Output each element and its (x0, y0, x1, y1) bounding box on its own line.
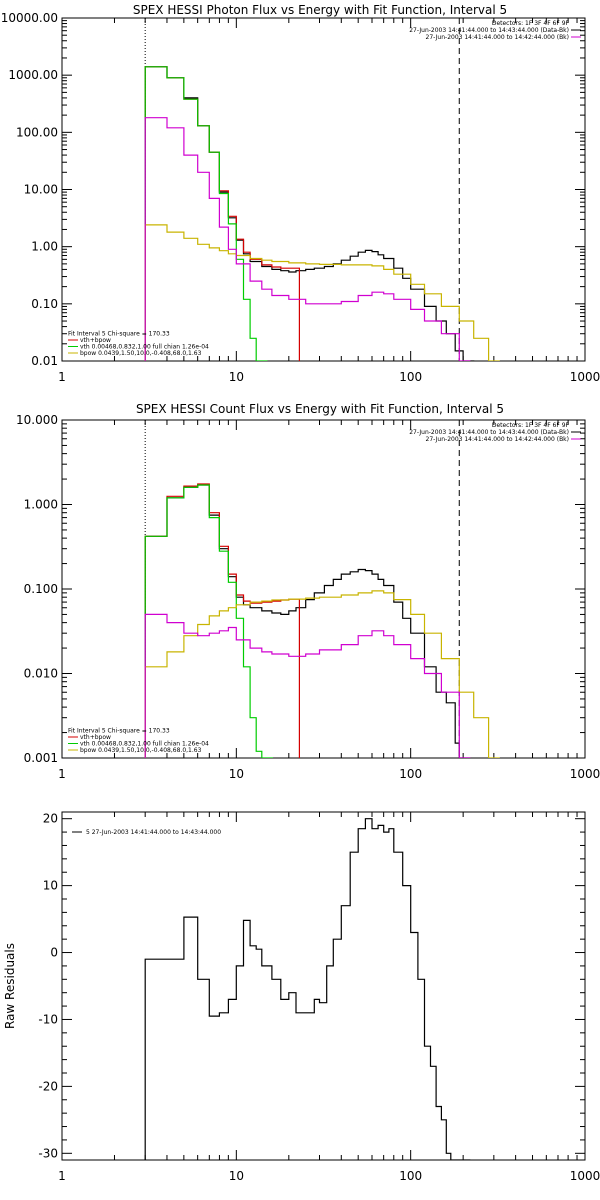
residuals-y-tick-label: 0 (50, 946, 58, 960)
count-y-tick-label: 1.000 (24, 498, 58, 512)
photon-y-tick-label: 0.01 (31, 354, 58, 368)
residuals-y-axis-label: Raw Residuals (3, 943, 17, 1029)
count-series-group (144, 483, 500, 758)
photon-flux-panel: SPEX HESSI Photon Flux vs Energy with Fi… (1, 3, 600, 384)
residuals-y-tick-label: -10 (38, 1012, 58, 1026)
count-x-tick-label: 1 (58, 767, 66, 781)
residuals-series-residuals (144, 818, 471, 1160)
photon-y-tick-label: 100.00 (16, 125, 58, 139)
photon-y-tick-label: 1.00 (31, 240, 58, 254)
photon-y-tick-label: 10.00 (24, 183, 58, 197)
photon-x-tick-label: 100 (399, 370, 422, 384)
count-legend-bottom-left-text: bpow 0.0439,1.50,10.0,-0.408,68.0,1.63 (80, 747, 202, 754)
photon-series-vth (144, 66, 268, 361)
residuals-x-tick-label: 100 (399, 1169, 422, 1183)
count-legend-top-right-text: 27-Jun-2003 14:41:44.000 to 14:43:44.000… (409, 429, 569, 436)
photon-series-bk (144, 117, 471, 361)
photon-y-tick-label: 10000.00 (1, 11, 58, 25)
photon-x-tick-label: 10 (229, 370, 244, 384)
count-series-vth (144, 484, 273, 758)
photon-y-tick-label: 0.10 (31, 297, 58, 311)
residuals-x-tick-label: 10 (229, 1169, 244, 1183)
count-legend-top-right-text: Detectors: 1F 3F 4F 6F 9F (492, 422, 570, 429)
photon-legend-top-right-text: Detectors: 1F 3F 4F 6F 9F (492, 20, 570, 27)
photon-x-tick-label: 1000 (570, 370, 600, 384)
residuals-y-tick-label: 10 (43, 879, 58, 893)
count-legend-bottom-left-text: Fit Interval 5 Chi-square = 170.33 (68, 728, 170, 735)
count-y-tick-label: 10.000 (16, 413, 58, 427)
count-legend-bottom-left-text: vth+bpow (80, 734, 111, 741)
count-series-bpow (144, 590, 500, 758)
photon-legend-bottom-left-text: vth+bpow (80, 337, 111, 344)
count-flux-panel: SPEX HESSI Count Flux vs Energy with Fit… (16, 402, 600, 781)
count-y-tick-label: 0.010 (24, 667, 58, 681)
photon-legend-top-right-text: 27-Jun-2003 14:41:44.000 to 14:42:44.000… (426, 34, 569, 41)
photon-legend-bottom-left-text: Fit Interval 5 Chi-square = 170.33 (68, 331, 170, 338)
residuals-plot-frame (61, 811, 586, 1161)
count-y-tick-label: 0.100 (24, 582, 58, 596)
residuals-y-tick-label: 20 (43, 812, 58, 826)
photon-legend-bottom-left-text: vth 0.00468,0.832,1.00 full chian 1.26e-… (80, 344, 209, 351)
residuals-x-tick-label: 1 (58, 1169, 66, 1183)
photon-chart-title: SPEX HESSI Photon Flux vs Energy with Fi… (133, 3, 507, 17)
photon-y-tick-label: 1000.00 (8, 68, 58, 82)
count-legend-top-right-text: 27-Jun-2003 14:41:44.000 to 14:42:44.000… (426, 436, 569, 443)
count-y-tick-label: 0.001 (24, 751, 58, 765)
photon-series-bpow (144, 224, 500, 361)
residuals-y-tick-label: -20 (38, 1079, 58, 1093)
residuals-legend-top-left-text: 5 27-Jun-2003 14:41:44.000 to 14:43:44.0… (86, 829, 221, 836)
count-chart-title: SPEX HESSI Count Flux vs Energy with Fit… (136, 402, 504, 416)
count-series-bk (144, 613, 471, 758)
residuals-panel: Raw Residuals 1 10 100 1000 -30 -20 -10 0 10 20 5 … (3, 811, 600, 1183)
photon-legend-bottom-left-text: bpow 0.0439,1.50,10.0,-0.408,68.0,1.63 (80, 350, 202, 357)
count-x-tick-label: 1000 (570, 767, 600, 781)
photon-legend-top-right-text: 27-Jun-2003 14:41:44.000 to 14:43:44.000… (409, 27, 569, 34)
count-series-data-bk (144, 484, 471, 758)
photon-series-data-bk (144, 66, 475, 361)
count-x-tick-label: 10 (229, 767, 244, 781)
count-legend-bottom-left-text: vth 0.00468,0.832,1.00 full chian 1.26e-… (80, 741, 209, 748)
photon-x-tick-label: 1 (58, 370, 66, 384)
count-x-tick-label: 100 (399, 767, 422, 781)
residuals-series-group (144, 818, 471, 1160)
residuals-x-tick-label: 1000 (570, 1169, 600, 1183)
residuals-y-tick-label: -30 (38, 1146, 58, 1160)
photon-series-group (144, 66, 500, 361)
